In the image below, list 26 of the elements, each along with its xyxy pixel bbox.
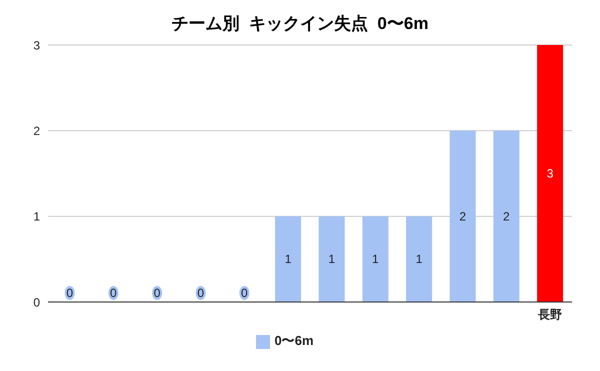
data-label: 1 [284,252,292,266]
data-label: 2 [459,209,466,224]
data-label: 0 [197,286,204,300]
bar [493,130,520,302]
data-label: 0 [241,286,248,300]
bar [275,216,302,302]
y-tick-label: 2 [33,124,40,138]
bar [406,216,432,302]
bar [537,45,564,302]
data-label: 2 [503,209,510,224]
data-label: 0 [110,286,118,300]
data-label: 3 [546,166,554,180]
y-tick-label: 0 [33,295,40,310]
data-label: 0 [154,286,161,300]
legend-label: 0〜6m [274,333,314,348]
bar [318,216,345,302]
data-label: 1 [416,252,423,266]
data-label: 1 [372,252,380,266]
x-tick-label: 長野 [537,308,562,322]
y-tick-label: 3 [33,38,40,52]
bar [450,130,476,302]
chart-title: チーム別 キックイン失点 0〜6m [170,13,430,35]
bar [362,216,388,302]
data-label: 1 [328,252,336,266]
y-tick-label: 1 [33,210,40,224]
data-label: 0 [66,286,74,300]
